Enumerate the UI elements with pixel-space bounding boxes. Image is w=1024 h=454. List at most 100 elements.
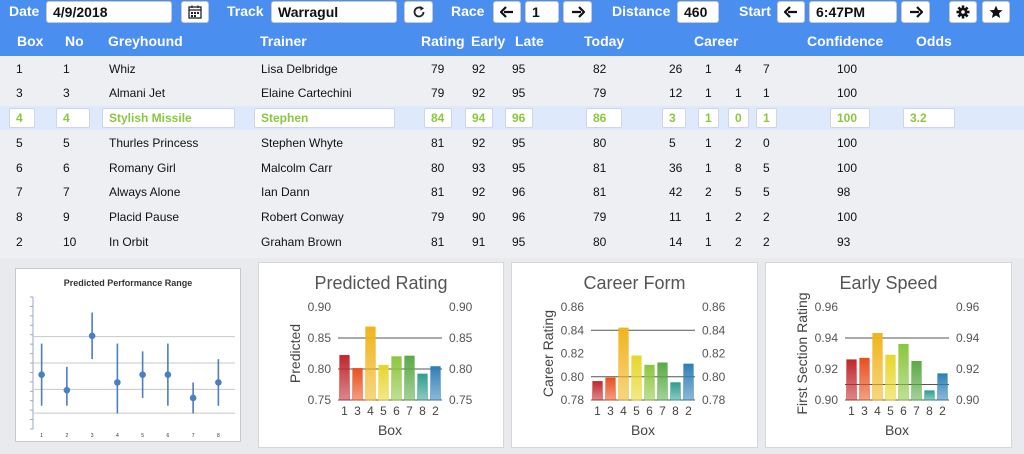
column-header-early[interactable]: Early <box>471 33 506 49</box>
predicted-rating-x-tick-label: 4 <box>367 404 374 418</box>
cell-career-wins: 2 <box>705 185 712 199</box>
predicted-rating-y-tick-right: 0.75 <box>449 393 473 407</box>
cell-career-wins: 1 <box>705 62 712 76</box>
predicted-rating-x-tick-label: 6 <box>393 404 400 418</box>
column-header-box[interactable]: Box <box>17 33 44 49</box>
start-next-button[interactable] <box>901 1 930 23</box>
table-row[interactable]: 3 3 Almani Jet Elaine Cartechini 79 92 95 79 12 1… <box>0 81 1024 105</box>
distance-input[interactable]: 460 <box>677 1 719 23</box>
start-time-input[interactable]: 6:47PM <box>809 1 897 23</box>
career-form-x-axis-label: Box <box>631 422 655 438</box>
cell-rating: 84 <box>424 108 452 128</box>
cell-confidence: 100 <box>837 86 858 100</box>
cell-career-thirds: 0 <box>763 136 770 150</box>
predicted-rating-bar <box>404 355 415 401</box>
cell-rating: 79 <box>431 210 445 224</box>
early-speed-y-tick-left: 0.90 <box>815 393 839 407</box>
predicted-rating-bar <box>365 326 376 401</box>
early-speed-y-tick-left: 0.96 <box>815 300 839 314</box>
table-row[interactable]: 2 10 In Orbit Graham Brown 81 91 95 80 14 1 2 2 93 <box>0 230 1024 254</box>
table-row[interactable]: 4 4 Stylish Missile Stephen 84 94 96 86 3 1 0 1 100 3… <box>0 106 1024 130</box>
predicted-rating-x-axis-label: Box <box>378 422 402 438</box>
column-header-today[interactable]: Today <box>584 33 625 49</box>
early-speed-bar <box>911 360 922 401</box>
cell-early: 91 <box>472 235 486 249</box>
refresh-button[interactable] <box>404 1 433 23</box>
cell-early: 93 <box>472 161 486 175</box>
arrow-right-icon <box>571 6 585 18</box>
arrow-left-icon <box>784 6 797 18</box>
column-header-no[interactable]: No <box>65 33 84 49</box>
cell-today: 79 <box>593 86 607 100</box>
race-input[interactable]: 1 <box>525 1 559 23</box>
table-row[interactable]: 5 5 Thurles Princess Stephen Whyte 81 92 95 80 5… <box>0 131 1024 155</box>
range-point <box>139 371 146 378</box>
column-header-odds[interactable]: Odds <box>916 33 952 49</box>
cell-greyhound: In Orbit <box>109 235 149 249</box>
column-header-confidence[interactable]: Confidence <box>807 33 884 49</box>
start-prev-button[interactable] <box>777 1 805 23</box>
early-speed-x-tick-label: 2 <box>939 404 946 418</box>
cell-rating: 81 <box>431 136 445 150</box>
date-input[interactable]: 4/9/2018 <box>46 1 172 23</box>
career-form-x-tick-label: 7 <box>659 404 666 418</box>
early-speed-x-tick-label: 5 <box>887 404 894 418</box>
cell-today: 80 <box>593 235 607 249</box>
career-form-x-tick-label: 8 <box>672 404 679 418</box>
table-row[interactable]: 6 6 Romany Girl Malcolm Carr 80 93 95 81 36 1 8 5 10… <box>0 156 1024 180</box>
cell-trainer: Graham Brown <box>261 235 342 249</box>
table-row[interactable]: 8 9 Placid Pause Robert Conway 79 90 96 79 11 1 2 2… <box>0 205 1024 229</box>
predicted-rating-y-axis-label: Predicted <box>287 324 303 383</box>
range-x-tick-label: 2 <box>65 433 68 439</box>
table-row[interactable]: 7 7 Always Alone Ian Dann 81 92 96 81 42 2 5 5 98 <box>0 180 1024 204</box>
column-header-career[interactable]: Career <box>694 33 739 49</box>
predicted-rating-bar <box>378 364 389 401</box>
early-speed-x-axis-label: Box <box>885 422 909 438</box>
cell-career-starts: 3 <box>662 108 686 128</box>
column-header-late[interactable]: Late <box>515 33 544 49</box>
early-speed-bar <box>859 357 870 401</box>
column-header-rating[interactable]: Rating <box>421 33 465 49</box>
race-next-button[interactable] <box>563 1 592 23</box>
performance-range-title: Predicted Performance Range <box>63 278 193 288</box>
cell-rating: 81 <box>431 185 445 199</box>
career-form-bar <box>670 382 681 401</box>
cell-career-thirds: 1 <box>756 108 777 128</box>
cell-confidence: 100 <box>837 136 858 150</box>
cell-career-thirds: 5 <box>763 161 770 175</box>
race-prev-button[interactable] <box>493 1 521 23</box>
predicted-rating-y-tick-right: 0.85 <box>449 331 473 345</box>
race-label: Race <box>451 3 485 19</box>
cell-odds: 3.2 <box>903 108 955 128</box>
range-x-tick-label: 4 <box>116 433 119 439</box>
cell-late: 96 <box>505 108 533 128</box>
predicted-rating-x-tick-label: 3 <box>354 404 361 418</box>
track-input[interactable]: Warragul <box>271 1 397 23</box>
arrow-right-icon <box>909 6 923 18</box>
career-form-chart: 0.86 0.86 0.84 0.84 0.82 0.82 0.80 0.80 0.78 0.78… <box>540 300 726 438</box>
cell-greyhound: Stylish Missile <box>102 108 235 128</box>
calendar-button[interactable] <box>181 1 209 23</box>
favorite-button[interactable] <box>982 1 1010 23</box>
start-label: Start <box>739 3 771 19</box>
career-form-x-tick-label: 1 <box>594 404 601 418</box>
cell-career-seconds: 2 <box>735 235 742 249</box>
cell-confidence: 100 <box>837 161 858 175</box>
column-header-trainer[interactable]: Trainer <box>260 33 307 49</box>
early-speed-y-tick-right: 0.92 <box>956 362 980 376</box>
predicted-rating-bar <box>391 356 402 401</box>
predicted-rating-y-tick-left: 0.75 <box>308 393 332 407</box>
cell-box: 4 <box>9 108 35 128</box>
settings-button[interactable] <box>949 1 977 23</box>
cell-confidence: 100 <box>830 108 870 128</box>
cell-career-starts: 14 <box>669 235 683 249</box>
range-x-tick-label: 5 <box>141 433 144 439</box>
career-form-y-axis-label: Career Rating <box>540 310 556 397</box>
table-row[interactable]: 1 1 Whiz Lisa Delbridge 79 92 95 82 26 1 4 7 100 <box>0 57 1024 81</box>
early-speed-y-tick-right: 0.96 <box>956 300 980 314</box>
range-point <box>189 394 197 402</box>
column-header-greyhound[interactable]: Greyhound <box>108 33 183 49</box>
predicted-rating-x-tick-label: 5 <box>380 404 387 418</box>
career-form-y-tick-right: 0.86 <box>702 300 726 314</box>
distance-label: Distance <box>612 3 671 19</box>
